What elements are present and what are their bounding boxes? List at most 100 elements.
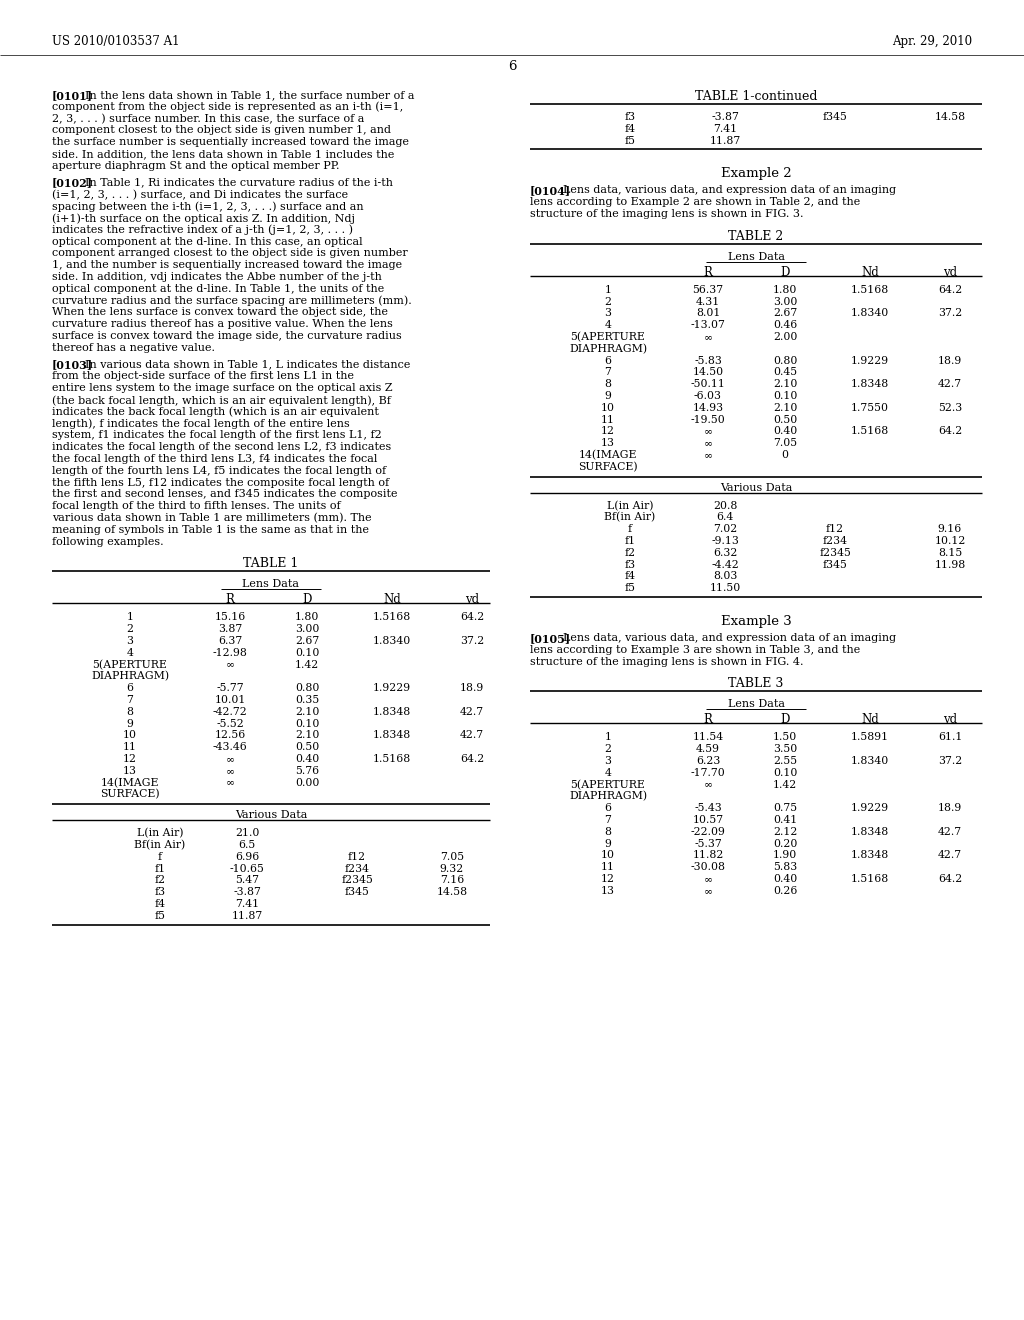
Text: 1: 1 — [604, 733, 611, 742]
Text: -22.09: -22.09 — [690, 826, 725, 837]
Text: 18.9: 18.9 — [460, 684, 484, 693]
Text: -5.83: -5.83 — [694, 355, 722, 366]
Text: 1.8340: 1.8340 — [851, 309, 889, 318]
Text: 14(IMAGE: 14(IMAGE — [579, 450, 637, 461]
Text: Lens Data: Lens Data — [727, 252, 784, 261]
Text: 64.2: 64.2 — [460, 612, 484, 623]
Text: 14.58: 14.58 — [436, 887, 468, 898]
Text: Lens data, various data, and expression data of an imaging: Lens data, various data, and expression … — [563, 185, 896, 195]
Text: ∞: ∞ — [225, 777, 234, 788]
Text: -6.03: -6.03 — [694, 391, 722, 401]
Text: -50.11: -50.11 — [690, 379, 725, 389]
Text: 2: 2 — [127, 624, 133, 634]
Text: 64.2: 64.2 — [460, 754, 484, 764]
Text: US 2010/0103537 A1: US 2010/0103537 A1 — [52, 36, 179, 48]
Text: f2: f2 — [625, 548, 636, 558]
Text: f3: f3 — [625, 560, 636, 570]
Text: various data shown in Table 1 are millimeters (mm). The: various data shown in Table 1 are millim… — [52, 513, 372, 523]
Text: 9: 9 — [604, 838, 611, 849]
Text: 56.37: 56.37 — [692, 285, 724, 294]
Text: 7.16: 7.16 — [440, 875, 464, 886]
Text: 2.67: 2.67 — [295, 636, 319, 645]
Text: component arranged closest to the object side is given number: component arranged closest to the object… — [52, 248, 408, 259]
Text: -43.46: -43.46 — [213, 742, 248, 752]
Text: side. In addition, the lens data shown in Table 1 includes the: side. In addition, the lens data shown i… — [52, 149, 394, 158]
Text: TABLE 3: TABLE 3 — [728, 677, 783, 690]
Text: Example 3: Example 3 — [721, 615, 792, 628]
Text: 7.05: 7.05 — [773, 438, 797, 449]
Text: structure of the imaging lens is shown in FIG. 3.: structure of the imaging lens is shown i… — [530, 209, 804, 219]
Text: 2.10: 2.10 — [773, 403, 798, 413]
Text: -4.42: -4.42 — [711, 560, 739, 570]
Text: 52.3: 52.3 — [938, 403, 963, 413]
Text: 37.2: 37.2 — [460, 636, 484, 645]
Text: 0.35: 0.35 — [295, 696, 319, 705]
Text: 0.10: 0.10 — [773, 391, 798, 401]
Text: ∞: ∞ — [703, 874, 713, 884]
Text: 64.2: 64.2 — [938, 285, 963, 294]
Text: curvature radius thereof has a positive value. When the lens: curvature radius thereof has a positive … — [52, 319, 393, 329]
Text: f1: f1 — [625, 536, 636, 546]
Text: Lens Data: Lens Data — [243, 579, 299, 590]
Text: ∞: ∞ — [703, 333, 713, 342]
Text: Nd: Nd — [383, 594, 400, 606]
Text: f2345: f2345 — [819, 548, 851, 558]
Text: f3: f3 — [625, 112, 636, 121]
Text: f345: f345 — [344, 887, 370, 898]
Text: ∞: ∞ — [703, 450, 713, 459]
Text: lens according to Example 2 are shown in Table 2, and the: lens according to Example 2 are shown in… — [530, 197, 860, 207]
Text: SURFACE): SURFACE) — [579, 462, 638, 473]
Text: f4: f4 — [155, 899, 166, 909]
Text: (the back focal length, which is an air equivalent length), Bf: (the back focal length, which is an air … — [52, 395, 391, 405]
Text: 6.96: 6.96 — [234, 851, 259, 862]
Text: 1.8348: 1.8348 — [851, 379, 889, 389]
Text: 8.01: 8.01 — [696, 309, 720, 318]
Text: the surface number is sequentially increased toward the image: the surface number is sequentially incre… — [52, 137, 409, 148]
Text: -5.37: -5.37 — [694, 838, 722, 849]
Text: 4.31: 4.31 — [696, 297, 720, 306]
Text: 13: 13 — [601, 886, 615, 896]
Text: 1.8340: 1.8340 — [373, 636, 411, 645]
Text: 0.50: 0.50 — [295, 742, 319, 752]
Text: -5.43: -5.43 — [694, 803, 722, 813]
Text: 6: 6 — [127, 684, 133, 693]
Text: In various data shown in Table 1, L indicates the distance: In various data shown in Table 1, L indi… — [85, 359, 411, 370]
Text: 7: 7 — [604, 367, 611, 378]
Text: ∞: ∞ — [703, 438, 713, 449]
Text: 9.16: 9.16 — [938, 524, 963, 535]
Text: 4: 4 — [604, 768, 611, 777]
Text: 7.02: 7.02 — [713, 524, 737, 535]
Text: 0.45: 0.45 — [773, 367, 797, 378]
Text: -42.72: -42.72 — [213, 706, 248, 717]
Text: 0.40: 0.40 — [773, 874, 797, 884]
Text: 9: 9 — [127, 718, 133, 729]
Text: 2.12: 2.12 — [773, 826, 798, 837]
Text: surface is convex toward the image side, the curvature radius: surface is convex toward the image side,… — [52, 331, 401, 341]
Text: [0103]: [0103] — [52, 359, 93, 371]
Text: 14.50: 14.50 — [692, 367, 724, 378]
Text: 8: 8 — [604, 826, 611, 837]
Text: D: D — [780, 713, 790, 726]
Text: vd: vd — [943, 713, 957, 726]
Text: 37.2: 37.2 — [938, 756, 963, 766]
Text: 1.5891: 1.5891 — [851, 733, 889, 742]
Text: 3.87: 3.87 — [218, 624, 242, 634]
Text: f234: f234 — [344, 863, 370, 874]
Text: -3.87: -3.87 — [233, 887, 261, 898]
Text: lens according to Example 3 are shown in Table 3, and the: lens according to Example 3 are shown in… — [530, 644, 860, 655]
Text: thereof has a negative value.: thereof has a negative value. — [52, 343, 215, 352]
Text: length of the fourth lens L4, f5 indicates the focal length of: length of the fourth lens L4, f5 indicat… — [52, 466, 386, 475]
Text: [0105]: [0105] — [530, 634, 571, 644]
Text: 12: 12 — [601, 426, 615, 437]
Text: 6.5: 6.5 — [239, 840, 256, 850]
Text: entire lens system to the image surface on the optical axis Z: entire lens system to the image surface … — [52, 383, 392, 393]
Text: 11.82: 11.82 — [692, 850, 724, 861]
Text: 42.7: 42.7 — [460, 706, 484, 717]
Text: 15.16: 15.16 — [214, 612, 246, 623]
Text: 64.2: 64.2 — [938, 426, 963, 437]
Text: 42.7: 42.7 — [460, 730, 484, 741]
Text: L(in Air): L(in Air) — [137, 828, 183, 838]
Text: ∞: ∞ — [703, 426, 713, 437]
Text: 61.1: 61.1 — [938, 733, 963, 742]
Text: 1.8348: 1.8348 — [851, 850, 889, 861]
